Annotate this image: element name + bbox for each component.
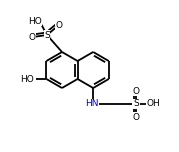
Text: HN: HN [85, 100, 99, 109]
Text: HO: HO [21, 74, 34, 83]
Text: O: O [133, 112, 140, 121]
Text: HO: HO [28, 17, 42, 26]
Text: O: O [28, 33, 35, 41]
Text: S: S [44, 31, 50, 40]
Text: O: O [133, 86, 140, 95]
Text: O: O [55, 21, 62, 29]
Text: S: S [133, 100, 139, 109]
Text: OH: OH [146, 100, 160, 109]
